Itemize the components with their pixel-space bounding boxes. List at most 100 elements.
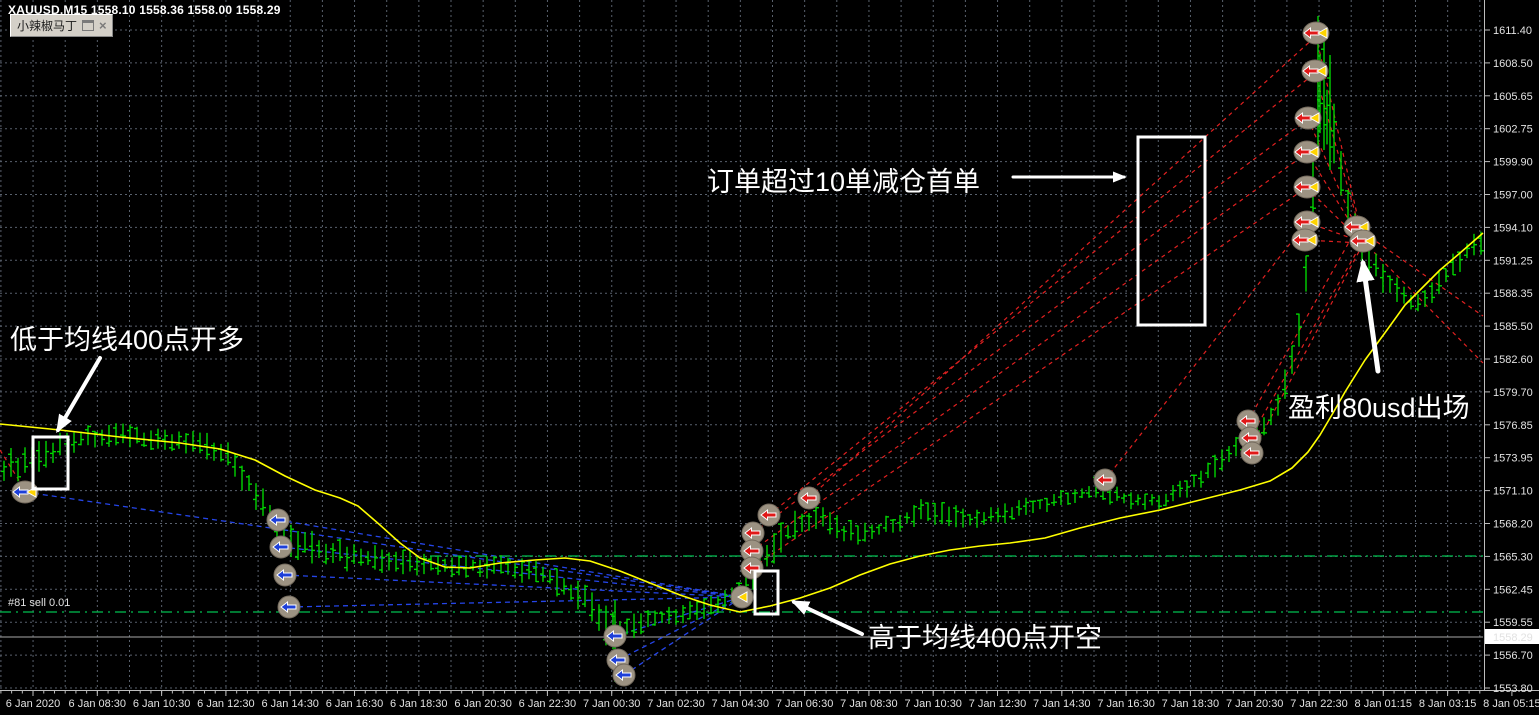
chart-tab[interactable]: 小辣椒马丁 ×	[10, 14, 113, 37]
trade-marker[interactable]	[1293, 175, 1321, 199]
sell-trade-line	[1247, 227, 1358, 422]
time-label: 8 Jan 01:15	[1355, 698, 1413, 710]
sell-trade-line	[1362, 240, 1484, 364]
buy-trade-line	[617, 596, 743, 661]
time-label: 7 Jan 04:30	[712, 698, 770, 710]
time-label: 7 Jan 18:30	[1162, 698, 1220, 710]
time-label: 8 Jan 03:15	[1419, 698, 1477, 710]
price-label: 1588.35	[1493, 288, 1533, 300]
trade-marker[interactable]	[269, 535, 293, 559]
trade-marker[interactable]	[1301, 59, 1329, 83]
time-label: 7 Jan 16:30	[1097, 698, 1155, 710]
close-arrow-icon	[1315, 65, 1327, 77]
close-arrow-icon	[1363, 235, 1375, 247]
order-line-label: #81 sell 0.01	[8, 597, 71, 609]
trade-marker[interactable]	[1302, 21, 1330, 45]
price-label: 1599.90	[1493, 157, 1533, 169]
trade-marker[interactable]	[1240, 441, 1264, 465]
price-label: 1591.25	[1493, 255, 1533, 267]
annotation-arrow	[790, 600, 864, 636]
price-label: 1611.40	[1493, 25, 1532, 37]
trade-marker[interactable]	[1349, 229, 1377, 253]
highlight-rect[interactable]	[753, 569, 780, 616]
price-label: 1562.45	[1493, 584, 1533, 596]
sell-arrow-icon	[1096, 473, 1113, 487]
time-label: 7 Jan 20:30	[1226, 698, 1284, 710]
buy-trade-line	[24, 491, 743, 598]
time-axis[interactable]: 6 Jan 2020 6 Jan 08:30 6 Jan 10:30 6 Jan 12…	[0, 691, 1539, 710]
highlight-rect[interactable]	[31, 435, 70, 491]
trade-marker[interactable]	[1294, 106, 1322, 130]
annotation-arrow	[56, 356, 102, 434]
price-label: 1582.60	[1493, 354, 1533, 366]
time-label: 6 Jan 16:30	[326, 698, 384, 710]
sell-trade-line	[768, 72, 1316, 516]
time-label: 8 Jan 05:15	[1483, 698, 1539, 710]
buy-arrow-icon	[269, 513, 286, 527]
trade-marker[interactable]	[1291, 228, 1319, 252]
price-axis[interactable]: 1611.40 1608.50 1605.65 1602.75 1599.90 1597.…	[1484, 25, 1539, 695]
current-price-box	[1485, 629, 1539, 644]
time-label: 6 Jan 14:30	[261, 698, 319, 710]
price-label: 1556.70	[1493, 650, 1533, 662]
trade-marker[interactable]	[1236, 409, 1260, 433]
trade-marker[interactable]	[266, 508, 290, 532]
sell-trade-line	[752, 118, 1309, 534]
trade-marker[interactable]	[797, 486, 821, 510]
time-label: 6 Jan 18:30	[390, 698, 448, 710]
annotation-open-long[interactable]: 低于均线400点开多	[10, 325, 245, 355]
buy-arrow-icon	[606, 629, 623, 643]
time-label: 6 Jan 08:30	[69, 698, 127, 710]
restore-icon[interactable]	[82, 20, 94, 31]
sell-arrow-icon	[1239, 414, 1256, 428]
time-label: 6 Jan 2020	[6, 698, 60, 710]
sell-trade-line	[1356, 227, 1484, 317]
trade-marker[interactable]	[1093, 468, 1117, 492]
sell-trade-line	[1104, 221, 1308, 481]
close-icon[interactable]: ×	[99, 17, 107, 33]
price-label: 1594.10	[1493, 222, 1533, 234]
price-label: 1597.00	[1493, 190, 1533, 202]
trade-marker[interactable]	[757, 503, 781, 527]
highlight-rect[interactable]	[1136, 135, 1207, 327]
sell-trade-line	[808, 35, 1317, 499]
annotation-open-short[interactable]: 高于均线400点开空	[868, 623, 1103, 653]
annotation-reduce-first-order[interactable]: 订单超过10单减仓首单	[707, 167, 981, 197]
time-label: 7 Jan 02:30	[647, 698, 705, 710]
close-arrow-icon	[736, 591, 748, 603]
price-label: 1585.50	[1493, 321, 1533, 333]
buy-arrow-icon	[276, 568, 293, 582]
buy-trade-line	[277, 519, 743, 598]
price-label: 1579.70	[1493, 387, 1533, 399]
trade-marker[interactable]	[730, 585, 754, 609]
trade-marker[interactable]	[612, 663, 636, 687]
sell-arrow-icon	[743, 544, 760, 558]
trade-marker[interactable]	[603, 624, 627, 648]
sell-arrow-icon	[744, 526, 761, 540]
sell-trade-line	[1249, 240, 1364, 439]
time-label: 7 Jan 00:30	[583, 698, 641, 710]
trade-marker[interactable]	[277, 595, 301, 619]
close-arrow-icon	[1307, 146, 1319, 158]
sell-trade-line	[1306, 152, 1363, 242]
trade-marker[interactable]	[1293, 140, 1321, 164]
sell-trade-line	[1314, 72, 1364, 241]
price-label: 1576.85	[1493, 420, 1533, 432]
buy-arrow-icon	[272, 540, 289, 554]
buy-arrow-icon	[609, 653, 626, 667]
price-label: 1568.20	[1493, 519, 1533, 531]
time-label: 7 Jan 10:30	[904, 698, 962, 710]
trade-marker[interactable]	[740, 556, 764, 580]
price-label: 1605.65	[1493, 91, 1533, 103]
annotation-exit-profit[interactable]: 盈利80usd出场	[1288, 393, 1470, 423]
price-label: 1565.30	[1493, 551, 1533, 563]
time-label: 6 Jan 20:30	[454, 698, 512, 710]
buy-trade-line	[284, 574, 743, 598]
trade-marker[interactable]	[1293, 210, 1321, 234]
price-label: 1571.10	[1493, 486, 1533, 498]
trade-marker[interactable]	[273, 563, 297, 587]
sell-arrow-icon	[1243, 446, 1260, 460]
close-arrow-icon	[1307, 216, 1319, 228]
